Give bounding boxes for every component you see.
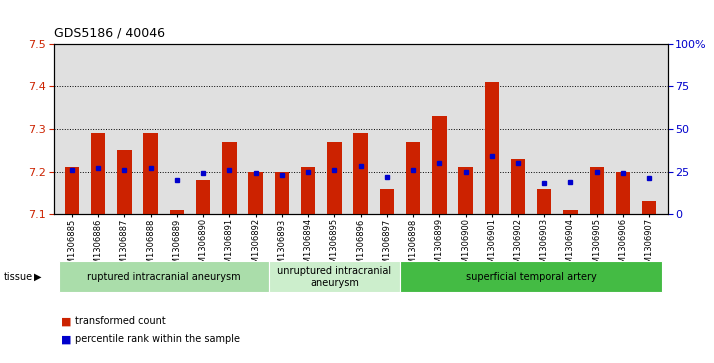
- Text: ■: ■: [61, 316, 71, 326]
- Bar: [458, 167, 473, 214]
- Bar: [222, 142, 236, 214]
- Text: ■: ■: [61, 334, 71, 344]
- Text: GDS5186 / 40046: GDS5186 / 40046: [54, 27, 164, 40]
- Bar: [406, 142, 421, 214]
- Bar: [170, 210, 184, 214]
- Text: superficial temporal artery: superficial temporal artery: [466, 272, 596, 282]
- Bar: [275, 171, 289, 214]
- Bar: [196, 180, 211, 214]
- Text: tissue: tissue: [4, 272, 33, 282]
- Bar: [301, 167, 316, 214]
- Text: percentile rank within the sample: percentile rank within the sample: [75, 334, 240, 344]
- Text: transformed count: transformed count: [75, 316, 166, 326]
- Bar: [248, 171, 263, 214]
- Bar: [327, 142, 341, 214]
- Bar: [642, 201, 656, 214]
- Text: ruptured intracranial aneurysm: ruptured intracranial aneurysm: [87, 272, 241, 282]
- Bar: [91, 133, 106, 214]
- Bar: [144, 133, 158, 214]
- Bar: [65, 167, 79, 214]
- Text: unruptured intracranial
aneurysm: unruptured intracranial aneurysm: [277, 266, 391, 287]
- Bar: [590, 167, 604, 214]
- Bar: [117, 150, 131, 214]
- Bar: [563, 210, 578, 214]
- Bar: [537, 188, 551, 214]
- Bar: [485, 82, 499, 214]
- Bar: [432, 116, 446, 214]
- Bar: [615, 171, 630, 214]
- Bar: [353, 133, 368, 214]
- Bar: [380, 188, 394, 214]
- Bar: [511, 159, 526, 214]
- Text: ▶: ▶: [34, 272, 42, 282]
